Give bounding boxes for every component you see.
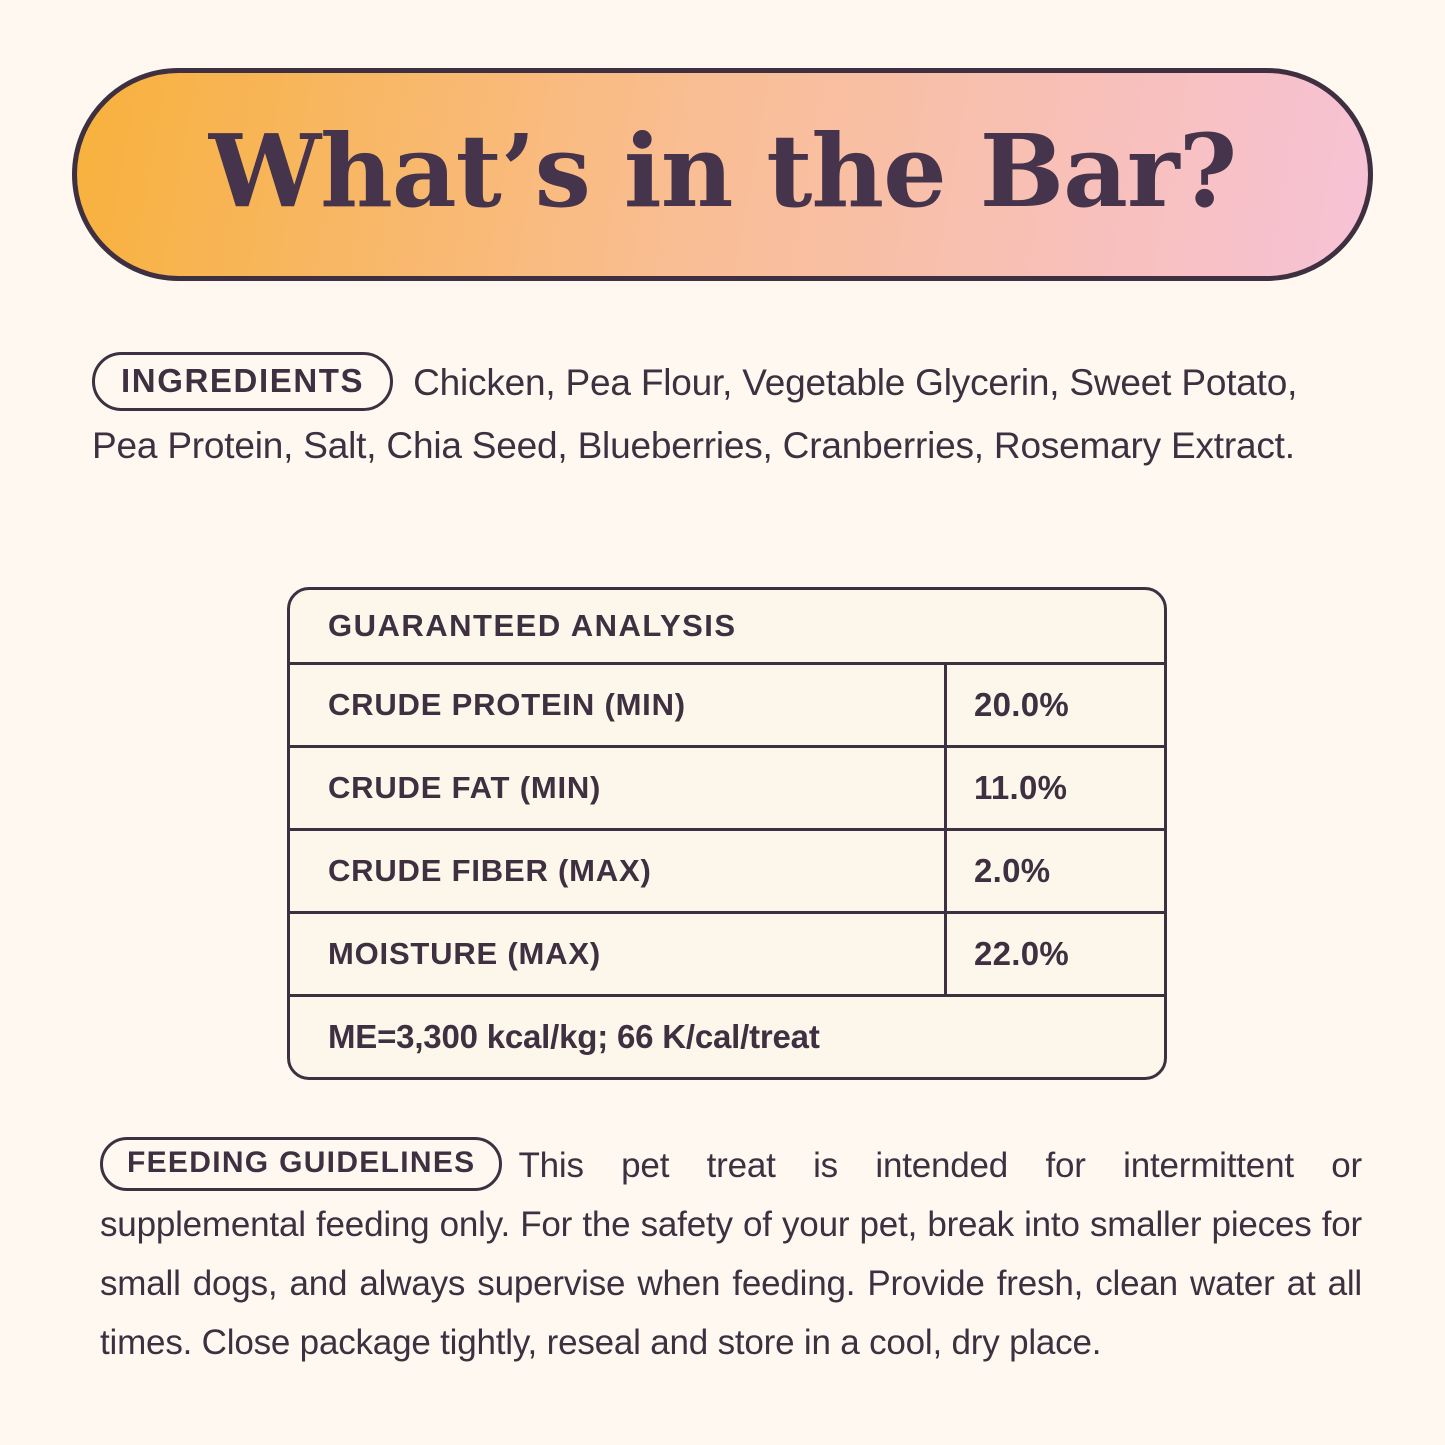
feeding-guidelines-badge: Feeding Guidelines <box>100 1136 503 1191</box>
table-row: Crude Fiber (max) 2.0% <box>290 828 1164 911</box>
table-row: Crude Fat (min) 11.0% <box>290 745 1164 828</box>
nutrient-label: Crude Fiber (max) <box>328 853 652 888</box>
guaranteed-analysis-table: Guaranteed Analysis Crude Protein (min) … <box>287 587 1167 1080</box>
nutrient-value: 2.0% <box>944 831 1164 911</box>
table-row: Moisture (max) 22.0% <box>290 911 1164 994</box>
feeding-guidelines-section: Feeding Guidelines This pet treat is inte… <box>100 1136 1362 1372</box>
feeding-guidelines-text: This pet treat is intended for intermitt… <box>100 1146 1362 1362</box>
ingredients-badge: Ingredients <box>92 351 394 411</box>
nutrient-value: 22.0% <box>944 914 1164 994</box>
ingredients-paragraph: Ingredients Chicken, Pea Flour, Vegetable… <box>92 351 1362 477</box>
calorie-content-footer: ME=3,300 kcal/kg; 66 K/cal/treat <box>290 994 1164 1077</box>
nutrient-value: 20.0% <box>944 665 1164 745</box>
nutrient-value: 11.0% <box>944 748 1164 828</box>
header-banner: What’s in the Bar? <box>72 68 1373 281</box>
ingredients-text: Chicken, Pea Flour, Vegetable Glycerin, … <box>92 362 1298 466</box>
table-row: Crude Protein (min) 20.0% <box>290 662 1164 745</box>
page-title: What’s in the Bar? <box>208 111 1237 230</box>
guaranteed-analysis-heading: Guaranteed Analysis <box>328 608 737 643</box>
ingredients-section: Ingredients Chicken, Pea Flour, Vegetable… <box>92 351 1362 477</box>
nutrient-label: Crude Fat (min) <box>328 770 602 805</box>
nutrient-label: Moisture (max) <box>328 936 601 971</box>
feeding-guidelines-paragraph: Feeding Guidelines This pet treat is inte… <box>100 1136 1362 1372</box>
nutrient-label: Crude Protein (min) <box>328 687 686 722</box>
